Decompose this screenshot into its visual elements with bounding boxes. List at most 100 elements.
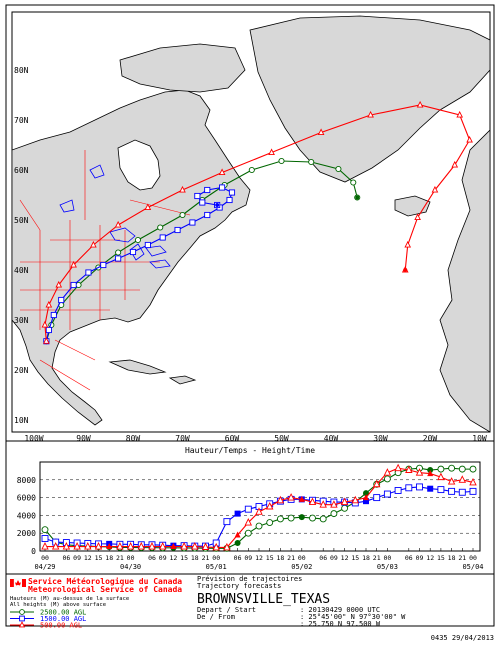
ht-series-point	[373, 494, 381, 502]
x-tick-label: 00	[383, 554, 391, 562]
org-name-fr: Service Météorologique du Canada	[28, 576, 182, 586]
ht-series-point	[448, 464, 456, 472]
x-tick-label: 06	[234, 554, 242, 562]
legend-swatch-marker	[18, 621, 26, 628]
map-trajectory-endpoint	[403, 268, 408, 272]
lat-label: 20N	[14, 366, 29, 375]
map-trajectory-point	[179, 185, 186, 193]
coords-value: : 25.750 N 97.500 W	[300, 620, 381, 628]
lon-label: 40W	[324, 434, 339, 443]
map-trajectory-point	[115, 249, 122, 256]
hudson-bay	[117, 139, 161, 191]
legend-label: 500.00 AGL	[40, 622, 82, 630]
legend-swatch-marker	[19, 615, 25, 622]
ht-series-point	[427, 467, 434, 474]
x-tick-label: 15	[266, 554, 274, 562]
x-tick-label: 18	[276, 554, 284, 562]
ht-series-point	[73, 542, 81, 550]
map-trajectory-point	[144, 241, 151, 249]
map-trajectory-point	[50, 311, 57, 319]
ht-series-point	[469, 477, 477, 486]
ht-series-point	[126, 542, 135, 550]
ht-series-point	[427, 485, 434, 492]
ht-series-point	[351, 495, 360, 504]
legend-label: 1500.00 AGL	[40, 615, 86, 623]
x-tick-label: 18	[105, 554, 113, 562]
x-tick-label: 06	[405, 554, 413, 562]
map-trajectory-point	[115, 255, 122, 262]
x-tick-label: 21	[373, 554, 381, 562]
ht-series-point	[116, 542, 124, 550]
ht-series-point	[416, 483, 423, 491]
heights-note-en: All heights (M) above surface	[10, 602, 106, 608]
ht-series-point	[330, 510, 338, 518]
lon-label: 90W	[76, 434, 91, 443]
from-value: : 25°45'00" N 97°30'00" W	[300, 613, 406, 621]
map-trajectory-point	[58, 296, 65, 304]
map-trajectory-point	[248, 166, 255, 174]
x-tick-label: 21	[116, 554, 124, 562]
ht-series	[41, 463, 477, 552]
ht-series-point	[234, 539, 241, 546]
ht-series-point	[437, 486, 445, 494]
x-tick-label: 15	[437, 554, 445, 562]
x-tick-label: 18	[362, 554, 370, 562]
panel-title: Hauteur/Temps - Height/Time	[185, 446, 315, 455]
y-tick-label: 4000	[17, 511, 36, 520]
depart-value: : 20130429 0000 UTC	[300, 606, 380, 614]
x-tick-label: 09	[159, 554, 167, 562]
x-tick-label: 12	[341, 554, 349, 562]
ht-series-point	[427, 470, 434, 477]
lon-label: 30W	[373, 434, 388, 443]
map-trajectory-point	[456, 110, 464, 118]
ht-series-point	[158, 542, 167, 550]
map-trajectory-point	[204, 211, 211, 219]
ht-series-point	[287, 493, 295, 501]
x-tick-label: 00	[41, 554, 49, 562]
great-lakes	[59, 164, 171, 269]
x-date-label: 05/02	[291, 563, 312, 571]
ht-series-point	[394, 463, 402, 472]
x-date-label: 05/03	[377, 563, 398, 571]
ht-series-point	[41, 542, 49, 550]
ht-series-point	[84, 542, 92, 550]
ht-series-point	[223, 542, 231, 551]
map-trajectory-point	[350, 179, 357, 186]
ht-series-point	[234, 510, 241, 517]
ht-series-point	[447, 477, 456, 485]
ht-series-point	[437, 465, 445, 473]
ht-series-point	[363, 490, 369, 497]
ht-series-point	[51, 542, 60, 550]
footer: Service Météorologique du Canada Meteoro…	[5, 573, 495, 630]
ht-series-point	[340, 497, 349, 505]
ht-series-point	[94, 542, 103, 550]
land-greenland	[249, 15, 490, 183]
from-label: De / From	[197, 613, 235, 621]
map-trajectory-point	[70, 260, 77, 268]
map-trajectory-point	[45, 326, 52, 334]
ht-series-point	[319, 515, 327, 523]
y-tick-label: 0	[31, 547, 36, 556]
land-north-america	[12, 89, 251, 426]
lon-label: 10W	[472, 434, 487, 443]
ht-series-point	[298, 514, 305, 521]
x-tick-label: 15	[351, 554, 359, 562]
lon-label: 80W	[126, 434, 141, 443]
x-tick-label: 09	[73, 554, 81, 562]
x-tick-label: 06	[148, 554, 156, 562]
x-tick-label: 15	[95, 554, 103, 562]
ht-series-point	[469, 487, 477, 495]
map-trajectory-point	[431, 185, 439, 193]
ht-series-point	[62, 542, 71, 550]
ht-series-point	[319, 500, 327, 508]
ht-series-point	[405, 465, 413, 473]
ht-series-point	[309, 514, 316, 522]
map-trajectory-point	[41, 320, 49, 328]
map-trajectory-point	[416, 100, 424, 108]
x-date-label: 04/29	[34, 563, 55, 571]
lon-label: 70W	[175, 434, 190, 443]
map-trajectory-line	[45, 186, 233, 342]
map-trajectory-point	[466, 135, 473, 143]
